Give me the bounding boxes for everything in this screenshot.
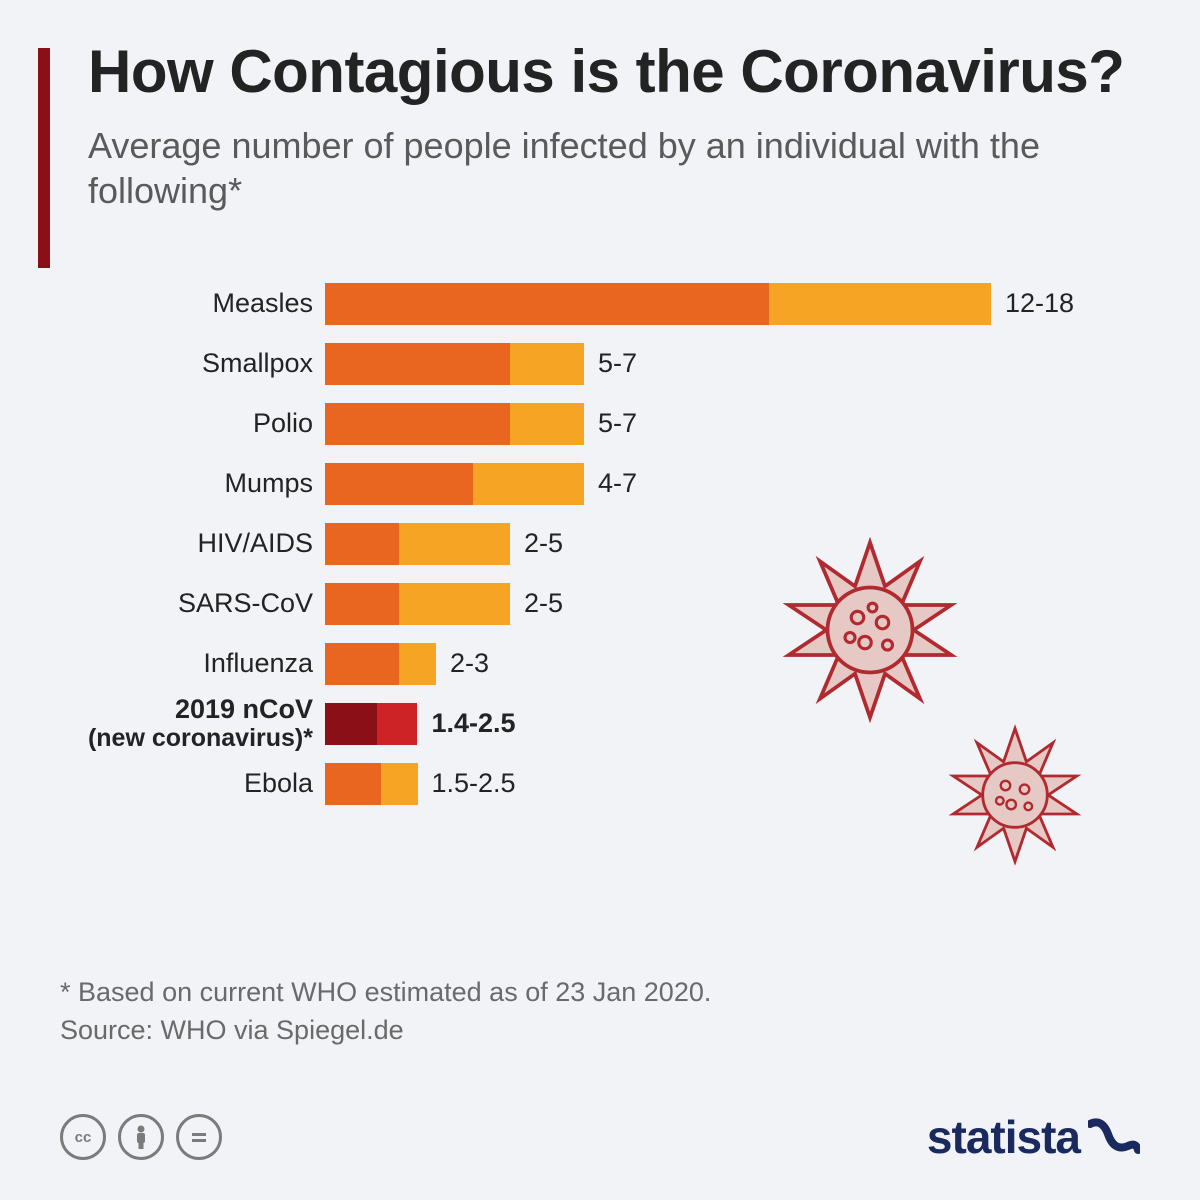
cc-by-icon [118, 1114, 164, 1160]
footnote: * Based on current WHO estimated as of 2… [60, 974, 711, 1050]
footnote-line-2: Source: WHO via Spiegel.de [60, 1012, 711, 1050]
bar-segment-low [325, 283, 769, 325]
bar-segment-low [325, 523, 399, 565]
statista-logo: statista [927, 1110, 1140, 1164]
bar-segment-low [325, 583, 399, 625]
row-label: Polio [60, 409, 325, 439]
accent-bar [38, 48, 50, 268]
bar-segment-high [510, 343, 584, 385]
bar-value: 1.5-2.5 [432, 768, 516, 799]
chart-row: Smallpox 5-7 [60, 343, 1140, 385]
bar-value: 2-3 [450, 648, 489, 679]
header: How Contagious is the Coronavirus? Avera… [0, 0, 1200, 213]
row-label: Ebola [60, 769, 325, 799]
bar-segment-low [325, 463, 473, 505]
bar-segment-low [325, 403, 510, 445]
bar-value: 5-7 [598, 348, 637, 379]
bar: 2-5 [325, 583, 563, 625]
virus-illustration [750, 520, 1130, 900]
row-label: Influenza [60, 649, 325, 679]
chart-row: Polio 5-7 [60, 403, 1140, 445]
bar: 5-7 [325, 343, 637, 385]
bar-value: 12-18 [1005, 288, 1074, 319]
bar-segment-high [399, 523, 510, 565]
bar: 12-18 [325, 283, 1074, 325]
bar-value: 4-7 [598, 468, 637, 499]
row-label: Smallpox [60, 349, 325, 379]
bar-segment-high [473, 463, 584, 505]
bar: 2-3 [325, 643, 489, 685]
chart-row: Mumps 4-7 [60, 463, 1140, 505]
bar-segment-low [325, 763, 381, 805]
bar-segment-low [325, 703, 377, 745]
bar-segment-high [399, 583, 510, 625]
row-label: Measles [60, 289, 325, 319]
bar-value: 2-5 [524, 528, 563, 559]
chart-row: Measles 12-18 [60, 283, 1140, 325]
license-icons: cc [60, 1114, 222, 1160]
bar-segment-high [377, 703, 418, 745]
footer: cc statista [0, 1082, 1200, 1200]
bar: 2-5 [325, 523, 563, 565]
bar-segment-high [510, 403, 584, 445]
statista-wave-icon [1088, 1116, 1140, 1158]
cc-nd-icon [176, 1114, 222, 1160]
bar: 1.5-2.5 [325, 763, 516, 805]
page-subtitle: Average number of people infected by an … [88, 123, 1140, 213]
footnote-line-1: * Based on current WHO estimated as of 2… [60, 974, 711, 1012]
bar-segment-high [769, 283, 991, 325]
svg-text:cc: cc [75, 1129, 92, 1146]
bar: 1.4-2.5 [325, 703, 516, 745]
row-label: SARS-CoV [60, 589, 325, 619]
bar-segment-low [325, 643, 399, 685]
cc-icon: cc [60, 1114, 106, 1160]
bar-value: 1.4-2.5 [431, 708, 515, 739]
row-label: Mumps [60, 469, 325, 499]
bar-value: 5-7 [598, 408, 637, 439]
bar-value: 2-5 [524, 588, 563, 619]
bar-segment-low [325, 343, 510, 385]
bar-segment-high [399, 643, 436, 685]
row-label: 2019 nCoV(new coronavirus)* [60, 695, 325, 752]
page-title: How Contagious is the Coronavirus? [88, 40, 1140, 105]
bar-segment-high [381, 763, 418, 805]
statista-text: statista [927, 1110, 1080, 1164]
row-label: HIV/AIDS [60, 529, 325, 559]
bar: 5-7 [325, 403, 637, 445]
bar: 4-7 [325, 463, 637, 505]
